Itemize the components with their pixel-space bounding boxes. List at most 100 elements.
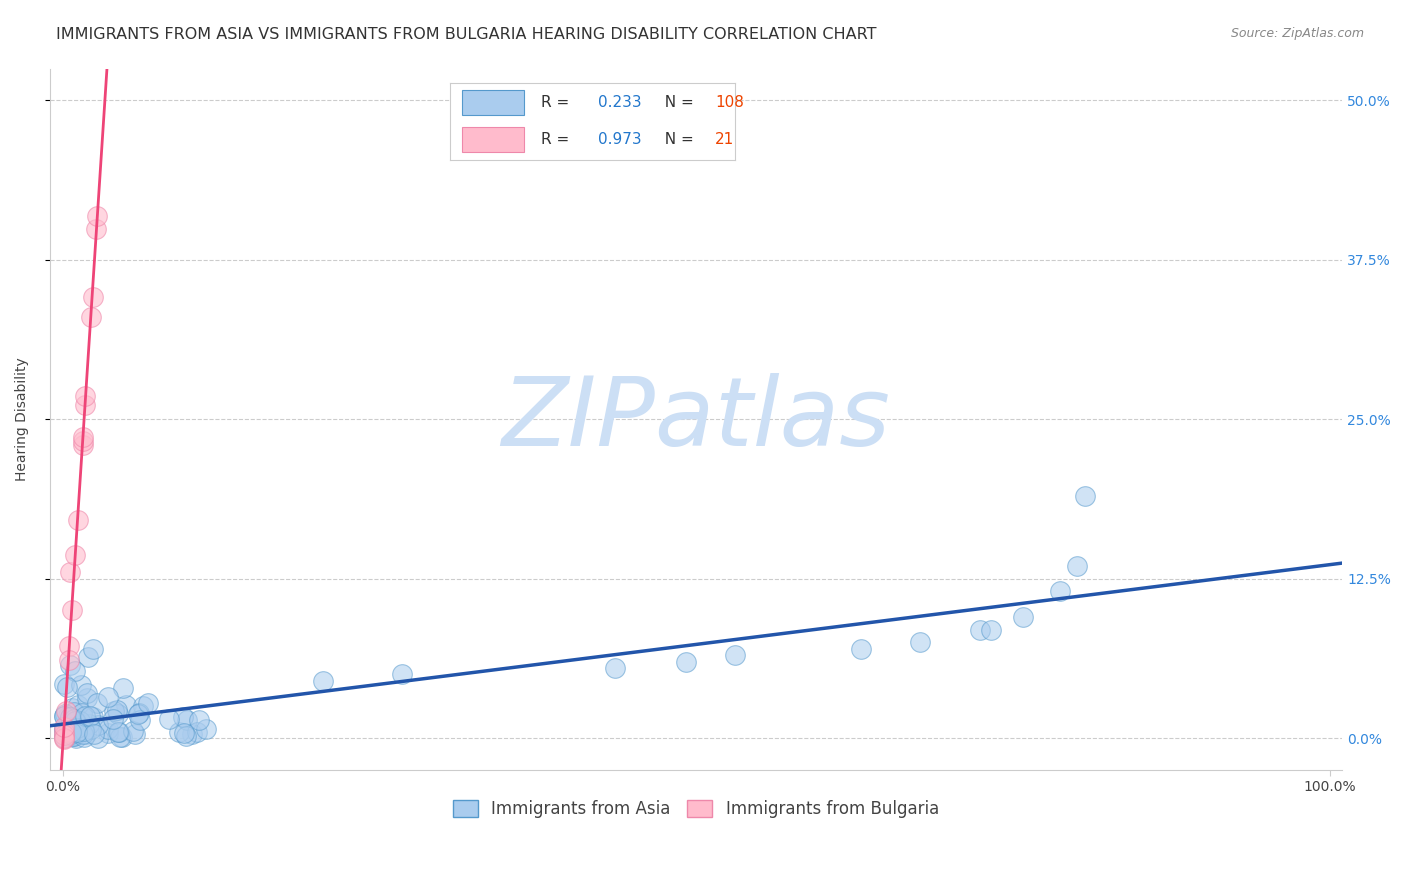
Point: [52, 722, 75, 736]
Point: [56, 680, 79, 694]
Point: [62, 716, 84, 731]
Point: [53, 731, 76, 746]
Point: [69, 714, 91, 729]
Point: [52, 731, 75, 746]
Point: [60, 603, 83, 617]
Point: [55, 704, 77, 718]
Point: [675, 655, 697, 669]
Point: [167, 725, 190, 739]
Point: [53, 707, 76, 722]
Point: [112, 681, 135, 695]
Point: [172, 709, 194, 723]
Point: [52, 725, 75, 739]
Point: [53, 731, 76, 745]
Text: IMMIGRANTS FROM ASIA VS IMMIGRANTS FROM BULGARIA HEARING DISABILITY CORRELATION : IMMIGRANTS FROM ASIA VS IMMIGRANTS FROM …: [56, 27, 877, 42]
Y-axis label: Hearing Disability: Hearing Disability: [15, 358, 30, 481]
Point: [107, 706, 129, 721]
Point: [62, 726, 84, 740]
Point: [195, 722, 218, 736]
Point: [52, 723, 75, 737]
Point: [58, 653, 80, 667]
Point: [173, 726, 195, 740]
Point: [59, 566, 82, 580]
Point: [62, 728, 84, 742]
Point: [65, 715, 87, 730]
Point: [87, 718, 110, 732]
Point: [122, 723, 145, 738]
Point: [312, 673, 335, 688]
Point: [1066, 558, 1088, 573]
Point: [55, 726, 77, 740]
Point: [60, 701, 83, 715]
Point: [1049, 584, 1071, 599]
Text: ZIPatlas: ZIPatlas: [502, 373, 890, 466]
Point: [174, 729, 197, 743]
Point: [128, 714, 150, 728]
Point: [65, 731, 87, 745]
Point: [56, 725, 79, 739]
Point: [391, 667, 413, 681]
Point: [66, 725, 89, 739]
Point: [70, 706, 93, 720]
Point: [58, 639, 80, 653]
Point: [75, 389, 97, 403]
Point: [603, 661, 626, 675]
Point: [86, 222, 108, 236]
Point: [82, 710, 104, 724]
Point: [58, 709, 80, 723]
Point: [111, 730, 134, 744]
Point: [72, 724, 94, 739]
Point: [108, 725, 131, 739]
Point: [910, 635, 932, 649]
Point: [849, 641, 872, 656]
Point: [83, 727, 105, 741]
Point: [62, 729, 84, 743]
Point: [63, 724, 86, 739]
Point: [58, 715, 80, 730]
Point: [75, 727, 97, 741]
Point: [63, 714, 86, 728]
Point: [82, 290, 104, 304]
Point: [176, 713, 198, 727]
Point: [72, 727, 94, 741]
Point: [79, 708, 101, 723]
Point: [77, 717, 100, 731]
Point: [63, 712, 86, 726]
Point: [72, 434, 94, 449]
Point: [63, 729, 86, 743]
Point: [96, 726, 118, 740]
Point: [52, 728, 75, 742]
Point: [103, 705, 125, 719]
Point: [52, 728, 75, 742]
Point: [73, 730, 96, 744]
Point: [980, 623, 1002, 637]
Point: [69, 678, 91, 692]
Point: [56, 729, 79, 743]
Point: [73, 398, 96, 412]
Point: [58, 721, 80, 735]
Point: [65, 716, 87, 731]
Point: [65, 664, 87, 678]
Point: [67, 720, 90, 734]
Point: [58, 718, 80, 732]
Point: [66, 513, 89, 527]
Point: [97, 690, 120, 705]
Point: [56, 709, 79, 723]
Point: [97, 722, 120, 736]
Point: [157, 712, 180, 726]
Point: [60, 725, 83, 739]
Point: [72, 438, 94, 452]
Point: [186, 725, 208, 739]
Point: [60, 720, 83, 734]
Point: [82, 641, 104, 656]
Point: [969, 623, 991, 637]
Point: [72, 430, 94, 444]
Point: [76, 691, 98, 706]
Point: [87, 731, 110, 745]
Point: [52, 708, 75, 723]
Point: [80, 310, 103, 324]
Point: [77, 649, 100, 664]
Point: [132, 699, 155, 714]
Legend: Immigrants from Asia, Immigrants from Bulgaria: Immigrants from Asia, Immigrants from Bu…: [446, 793, 946, 825]
Point: [69, 719, 91, 733]
